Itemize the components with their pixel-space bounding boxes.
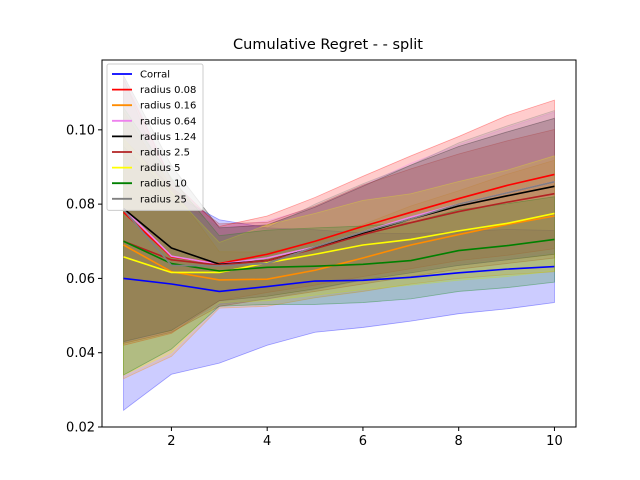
legend-label-5: radius 2.5 [140,148,190,159]
series-line-2 [123,215,555,281]
confidence-band-1 [123,79,555,346]
legend-label-1: radius 0.08 [140,85,196,96]
x-tick-label: 10 [546,434,563,449]
confidence-bands [123,75,555,412]
confidence-band-0 [123,145,555,412]
series-line-0 [123,265,555,293]
legend-label-4: radius 1.24 [140,132,196,143]
confidence-band-8 [123,76,555,343]
y-tick-label: 0.08 [66,198,95,213]
series-line-6 [123,212,555,274]
chart-title: Cumulative Regret - - split [233,37,423,53]
confidence-band-3 [123,75,555,343]
y-tick-label: 0.02 [66,421,95,436]
x-tick-label: 8 [455,434,463,449]
legend-label-2: radius 0.16 [140,101,196,112]
series-line-5 [123,192,555,266]
plot-area-frame [101,59,577,428]
legend-label-3: radius 0.64 [140,116,196,127]
series-line-8 [122,181,555,267]
series-line-7 [123,238,555,272]
legend: Corral radius 0.08 radius 0.16 radius 0.64 r… [106,63,204,211]
confidence-band-6 [123,137,555,376]
legend-label-0: Corral [140,70,170,81]
legend-box [106,63,204,211]
confidence-band-2 [123,109,555,380]
y-tick-label: 0.04 [66,346,95,361]
x-tick-label: 2 [167,434,175,449]
confidence-band-4 [123,75,555,343]
y-axis-ticks: 0.02 0.04 0.06 0.08 0.10 [66,123,102,436]
y-tick-label: 0.06 [66,272,95,287]
x-tick-label: 6 [359,434,367,449]
legend-label-8: radius 25 [140,194,187,205]
legend-label-6: radius 5 [140,163,180,174]
x-axis-ticks: 2 4 6 8 10 [167,427,563,449]
series-line-4 [123,185,555,266]
y-tick-label: 0.10 [66,123,95,138]
legend-label-7: radius 10 [140,179,187,190]
x-tick-label: 4 [263,434,271,449]
series-lines [122,173,555,293]
